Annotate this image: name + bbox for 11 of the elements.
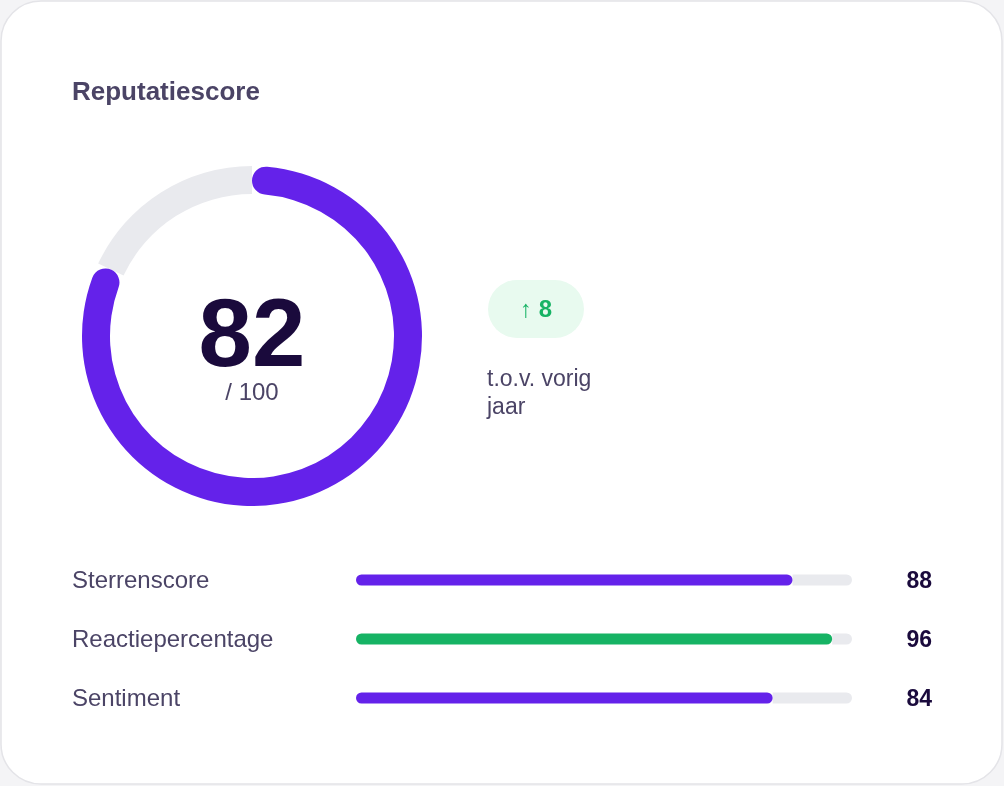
category-label: Sentiment: [72, 684, 181, 711]
category-label: Sterrenscore: [72, 566, 210, 593]
data-label: 88: [906, 567, 933, 593]
donut-slice: [82, 166, 422, 506]
data-label: 84: [906, 685, 933, 711]
category-label: Reactiepercentage: [72, 625, 274, 652]
text: ↑ 8: [519, 295, 553, 322]
text: t.o.v. vorig jaar: [486, 365, 592, 419]
chart-title: Reputatiescore: [72, 76, 260, 106]
data-label: 96: [906, 626, 932, 652]
donut-slice: [98, 166, 252, 276]
